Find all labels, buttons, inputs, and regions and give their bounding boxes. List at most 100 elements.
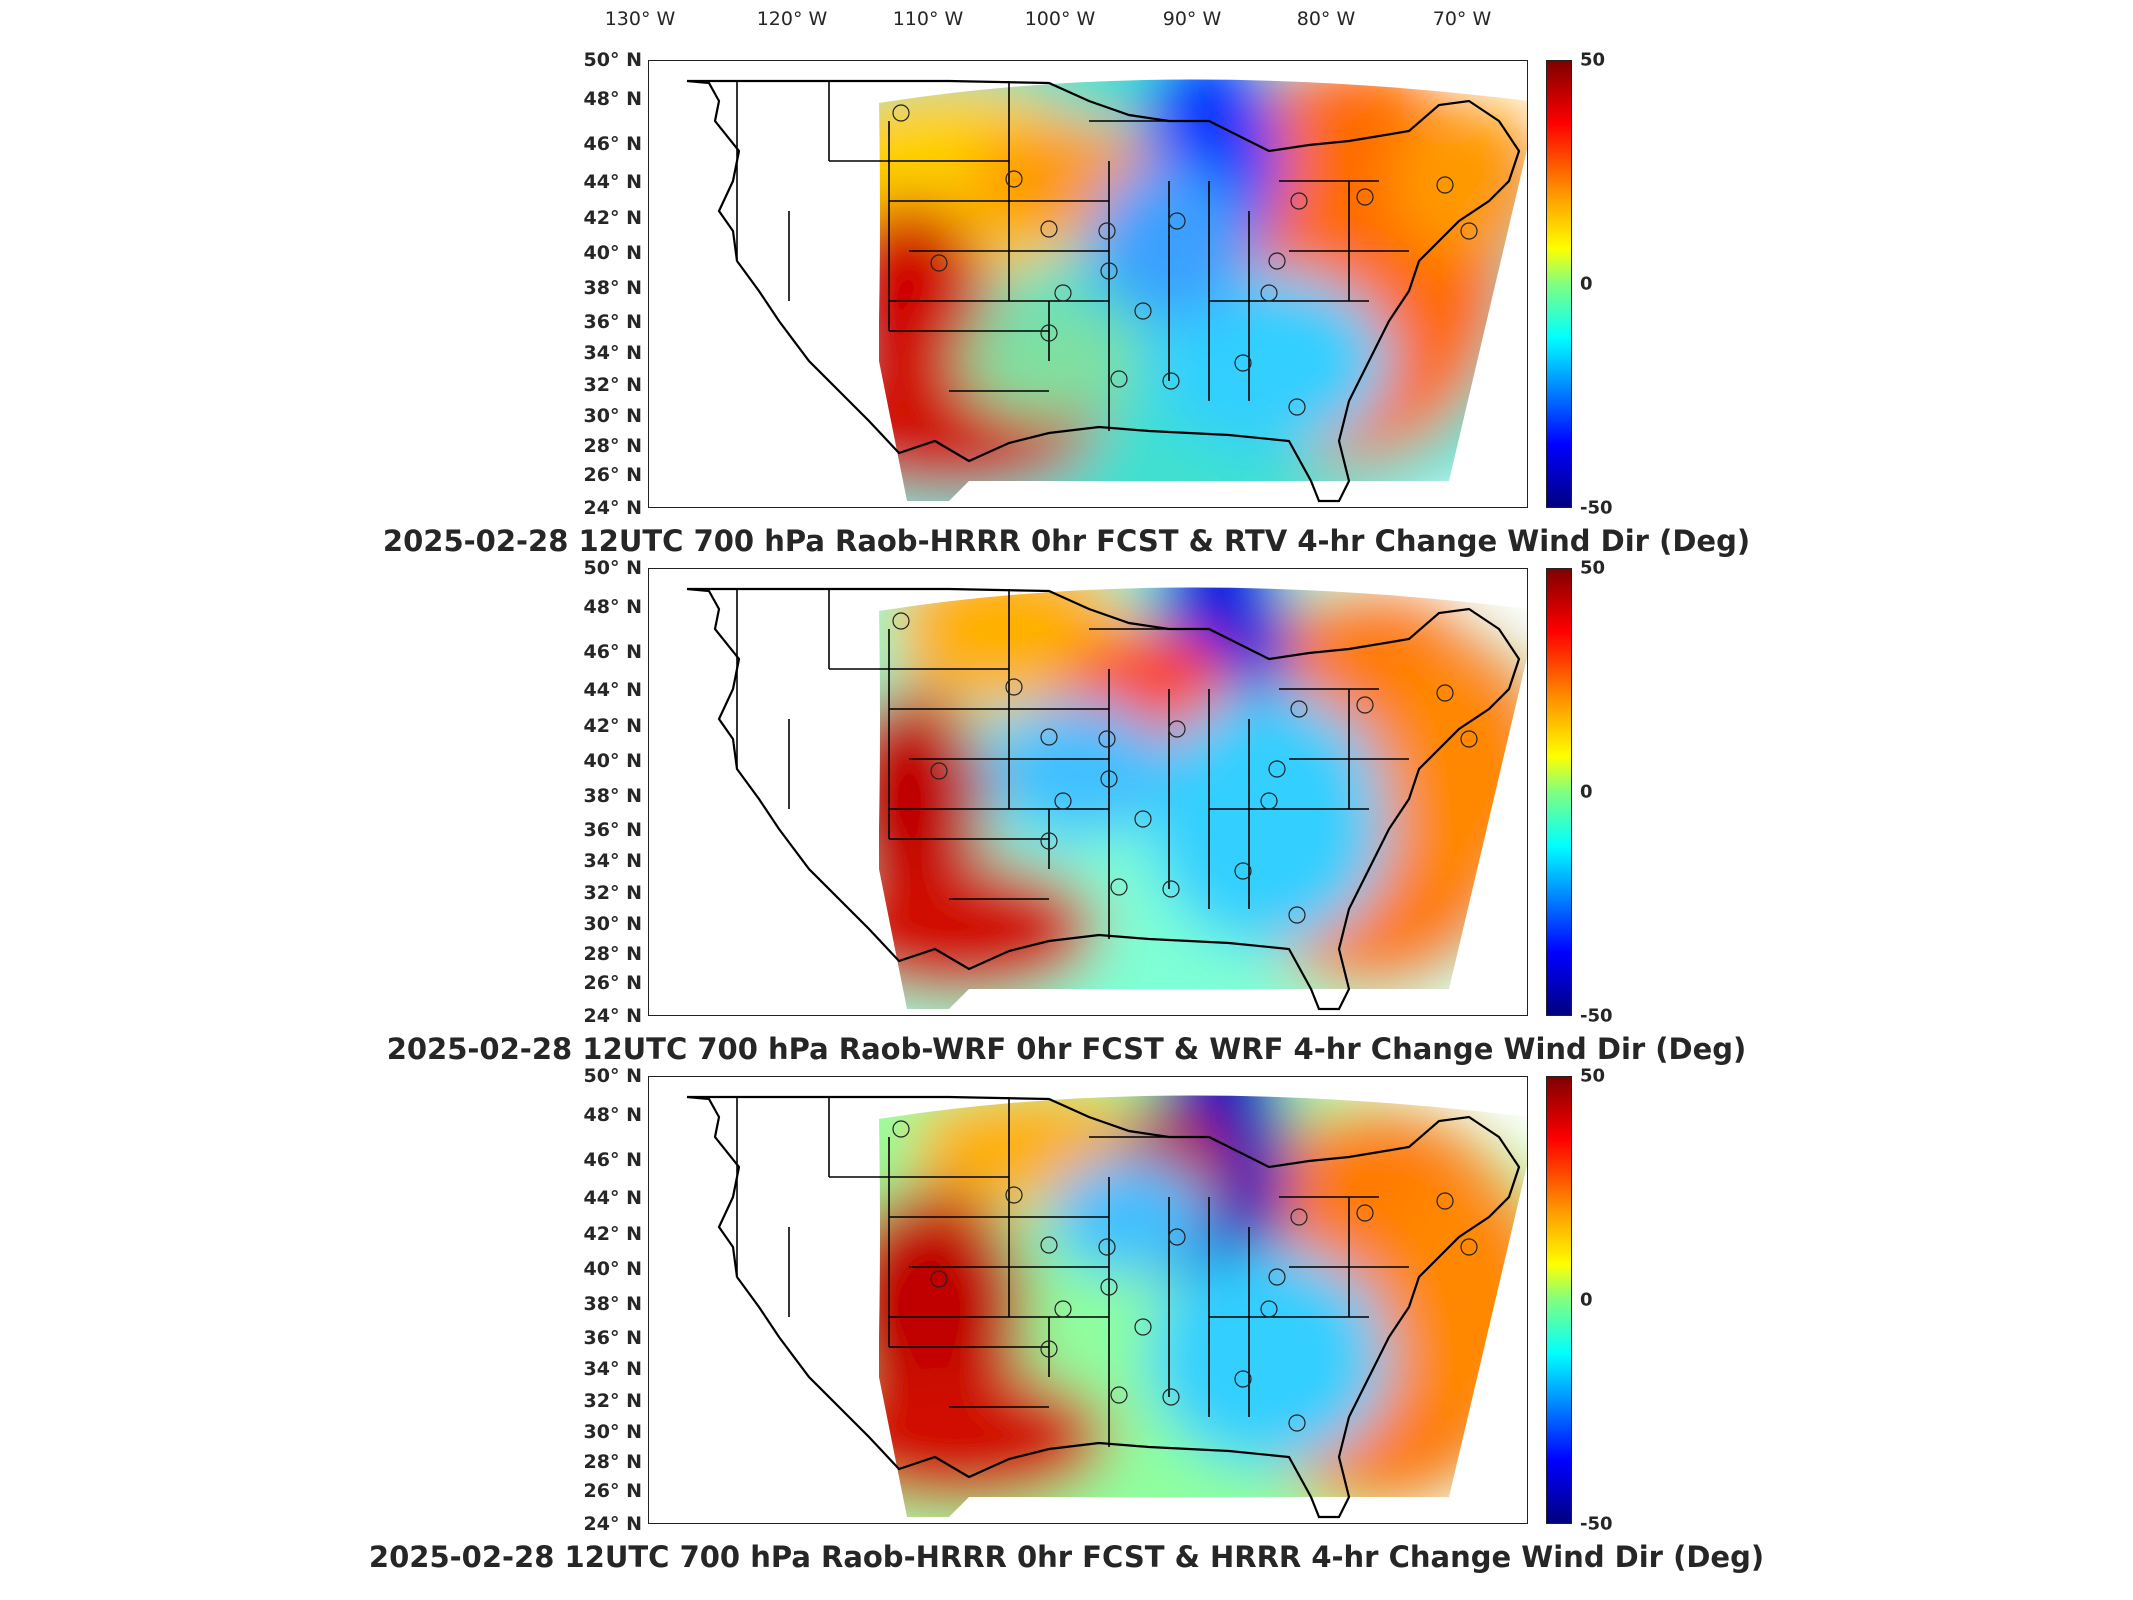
lat-label: 34° N: [583, 850, 642, 873]
field-blob: [879, 859, 1099, 999]
raob-station-marker: [1098, 222, 1116, 240]
raob-station-marker: [1005, 678, 1023, 696]
raob-station-marker: [1168, 1228, 1186, 1246]
colorbar-tick-label: 50: [1580, 557, 1606, 579]
lon-label: 120° W: [756, 8, 828, 30]
raob-station-marker: [1040, 1236, 1058, 1254]
lat-label: 24° N: [583, 497, 642, 519]
lat-label: 48° N: [583, 88, 642, 111]
color-field: [879, 587, 1527, 1009]
lat-label: 24° N: [583, 1513, 642, 1535]
lon-label: 80° W: [1296, 8, 1356, 30]
map-panel: 50° N 48° N 46° N 44° N 42° N 40° N 38° N 36° N…: [0, 1065, 2133, 1586]
lat-label: 44° N: [583, 678, 642, 701]
wind-direction-map: [686, 1095, 1527, 1519]
color-field: [879, 79, 1527, 501]
lat-label: 32° N: [583, 1389, 642, 1412]
colorbar-tick-label: -50: [1580, 1513, 1613, 1535]
raob-station-marker: [1054, 284, 1072, 302]
lat-label: 36° N: [583, 1327, 642, 1350]
raob-station-marker: [930, 762, 948, 780]
raob-station-marker: [1110, 370, 1128, 388]
raob-station-marker: [1260, 1300, 1278, 1318]
coastline: [686, 587, 1521, 1011]
raob-station-marker: [1234, 1370, 1252, 1388]
colorbar-tick-label: -50: [1580, 497, 1613, 519]
raob-station-marker: [1234, 354, 1252, 372]
map-area: [648, 568, 1528, 1016]
raob-station-marker: [1290, 700, 1308, 718]
raob-station-marker: [1134, 1318, 1152, 1336]
raob-station-marker: [1288, 398, 1306, 416]
raob-station-marker: [1268, 252, 1286, 270]
colorbar-tick-label: 0: [1580, 1289, 1593, 1311]
lat-label: 38° N: [583, 277, 642, 300]
field-blob: [879, 1187, 1029, 1427]
lon-label: 100° W: [1024, 8, 1096, 30]
colorbar-tick-label: 50: [1580, 1065, 1606, 1087]
raob-station-marker: [892, 1120, 910, 1138]
lat-label: 28° N: [583, 943, 642, 966]
raob-station-marker: [1460, 222, 1478, 240]
raob-station-marker: [1098, 730, 1116, 748]
lat-label: 32° N: [583, 373, 642, 396]
field-blob: [1389, 101, 1527, 261]
lat-label: 36° N: [583, 311, 642, 334]
coastline: [686, 79, 1521, 503]
lat-label: 46° N: [583, 1149, 642, 1172]
color-field: [879, 1095, 1527, 1517]
lon-label: 110° W: [892, 8, 964, 30]
raob-station-marker: [1110, 1386, 1128, 1404]
raob-station-marker: [1040, 220, 1058, 238]
raob-station-marker: [1005, 1186, 1023, 1204]
lat-label: 38° N: [583, 1293, 642, 1316]
field-blob: [879, 1367, 1109, 1507]
lat-label: 26° N: [583, 1480, 642, 1503]
lon-label: 130° W: [604, 8, 676, 30]
lat-label: 26° N: [583, 972, 642, 995]
longitude-axis: 130° W 120° W 110° W 100° W 90° W 80° W …: [0, 0, 2133, 50]
coastline: [686, 1095, 1521, 1519]
raob-station-marker: [1460, 730, 1478, 748]
panel-title: 2025-02-28 12UTC 700 hPa Raob-WRF 0hr FC…: [386, 1032, 1747, 1066]
raob-station-marker: [1100, 1278, 1118, 1296]
raob-station-marker: [1162, 1388, 1180, 1406]
colorbar-tick-label: -50: [1580, 1005, 1613, 1027]
lat-label: 42° N: [583, 206, 642, 229]
raob-station-marker: [892, 612, 910, 630]
raob-station-marker: [1268, 760, 1286, 778]
lat-label: 30° N: [583, 405, 642, 428]
raob-station-marker: [1100, 262, 1118, 280]
raob-station-marker: [1356, 1204, 1374, 1222]
raob-station-marker: [930, 254, 948, 272]
lat-label: 26° N: [583, 464, 642, 487]
lat-label: 34° N: [583, 1358, 642, 1381]
raob-station-marker: [1054, 1300, 1072, 1318]
lat-label: 40° N: [583, 241, 642, 264]
raob-station-marker: [1436, 176, 1454, 194]
field-blob: [879, 689, 989, 909]
raob-station-marker: [1290, 1208, 1308, 1226]
lon-label: 70° W: [1432, 8, 1492, 30]
lon-label: 90° W: [1162, 8, 1222, 30]
wind-direction-map: [686, 79, 1527, 503]
lat-label: 32° N: [583, 881, 642, 904]
raob-station-marker: [1168, 720, 1186, 738]
raob-station-marker: [1098, 1238, 1116, 1256]
lat-label: 48° N: [583, 596, 642, 619]
lat-label: 40° N: [583, 749, 642, 772]
lat-label: 50° N: [583, 557, 642, 579]
panel-title: 2025-02-28 12UTC 700 hPa Raob-HRRR 0hr F…: [382, 524, 1751, 558]
raob-station-marker: [1460, 1238, 1478, 1256]
lat-label: 30° N: [583, 913, 642, 936]
raob-station-marker: [1134, 302, 1152, 320]
raob-station-marker: [1040, 832, 1058, 850]
lat-label: 34° N: [583, 342, 642, 365]
lat-label: 28° N: [583, 1451, 642, 1474]
raob-station-marker: [1234, 862, 1252, 880]
raob-station-marker: [1436, 1192, 1454, 1210]
lat-label: 42° N: [583, 714, 642, 737]
colorbar: [1546, 568, 1572, 1016]
colorbar-tick-label: 50: [1580, 49, 1606, 71]
raob-station-marker: [1168, 212, 1186, 230]
